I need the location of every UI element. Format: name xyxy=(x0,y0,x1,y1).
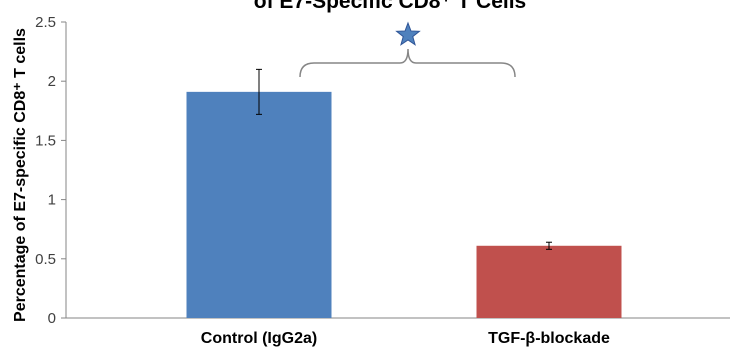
bar xyxy=(186,91,332,318)
bars xyxy=(186,91,622,318)
significance-bracket xyxy=(299,48,516,78)
error-bars xyxy=(256,68,552,250)
category-labels: Control (IgG2a) TGF-β-blockade xyxy=(201,330,610,347)
star-icon xyxy=(395,21,421,46)
y-tick-label: 2.5 xyxy=(35,14,56,31)
y-axis-ticks: 0 0.5 1 1.5 2 2.5 xyxy=(35,14,66,327)
category-label: TGF-β-blockade xyxy=(488,330,610,347)
y-tick-label: 1 xyxy=(48,192,56,209)
bar xyxy=(476,245,622,318)
y-tick-label: 1.5 xyxy=(35,132,56,149)
y-tick-label: 0 xyxy=(48,310,56,327)
category-label: Control (IgG2a) xyxy=(201,330,317,347)
y-tick-label: 0.5 xyxy=(35,251,56,268)
y-tick-label: 2 xyxy=(48,73,56,90)
chart-title: of E7-Specific CD8⁺ T Cells xyxy=(254,0,527,13)
y-axis-label: Percentage of E7-specific CD8⁺ T cells xyxy=(12,28,29,322)
